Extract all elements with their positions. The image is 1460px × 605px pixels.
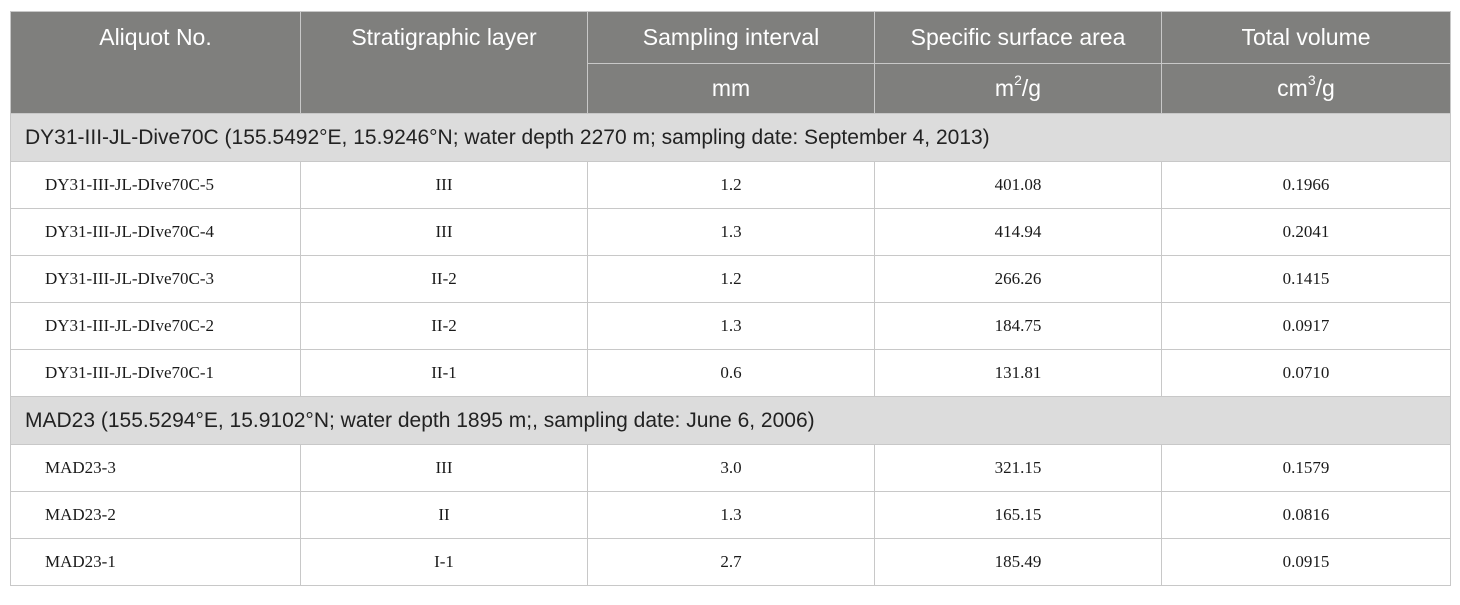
- table-row: MAD23-2 II 1.3 165.15 0.0816: [10, 491, 1451, 539]
- cell-layer: III: [300, 208, 588, 256]
- header-row-titles: Aliquot No. Stratigraphic layer Sampling…: [10, 11, 1451, 114]
- cell-interval: 1.3: [587, 302, 875, 350]
- cell-ssa: 321.15: [874, 444, 1162, 492]
- unit-total-volume: cm3/g: [1161, 63, 1451, 114]
- cell-volume: 0.0917: [1161, 302, 1451, 350]
- cell-layer: II-2: [300, 302, 588, 350]
- unit-sampling-interval: mm: [587, 63, 875, 114]
- cell-ssa: 266.26: [874, 255, 1162, 303]
- group-label: DY31-III-JL-Dive70C (155.5492°E, 15.9246…: [10, 113, 1451, 162]
- unit-ssa-tail: /g: [1021, 75, 1042, 101]
- header-row-units: mm m2/g cm3/g: [11, 63, 1451, 114]
- cell-layer: II-2: [300, 255, 588, 303]
- header-stratigraphic-layer: Stratigraphic layer: [300, 11, 588, 114]
- cell-aliquot: DY31-III-JL-DIve70C-3: [10, 255, 301, 303]
- unit-ssa-exponent: 2: [1014, 72, 1022, 89]
- table-row: DY31-III-JL-DIve70C-1 II-1 0.6 131.81 0.0710: [10, 349, 1451, 397]
- cell-aliquot: DY31-III-JL-DIve70C-5: [10, 161, 301, 209]
- cell-layer: I-1: [300, 538, 588, 586]
- cell-interval: 2.7: [587, 538, 875, 586]
- cell-interval: 1.2: [587, 255, 875, 303]
- cell-aliquot: MAD23-2: [10, 491, 301, 539]
- header-total-volume: Total volume: [1161, 11, 1451, 64]
- table-row: DY31-III-JL-DIve70C-2 II-2 1.3 184.75 0.0917: [10, 302, 1451, 350]
- cell-ssa: 131.81: [874, 349, 1162, 397]
- table-row: MAD23-3 III 3.0 321.15 0.1579: [10, 444, 1451, 492]
- group-header-row: MAD23 (155.5294°E, 15.9102°N; water dept…: [10, 396, 1451, 445]
- cell-volume: 0.1966: [1161, 161, 1451, 209]
- cell-aliquot: DY31-III-JL-DIve70C-4: [10, 208, 301, 256]
- cell-volume: 0.1415: [1161, 255, 1451, 303]
- unit-volume-tail: /g: [1315, 75, 1335, 101]
- table-header: Aliquot No. Stratigraphic layer Sampling…: [10, 11, 1451, 114]
- cell-aliquot: DY31-III-JL-DIve70C-1: [10, 349, 301, 397]
- table-row: MAD23-1 I-1 2.7 185.49 0.0915: [10, 538, 1451, 586]
- unit-specific-surface-area: m2/g: [874, 63, 1162, 114]
- cell-layer: III: [300, 161, 588, 209]
- cell-interval: 1.2: [587, 161, 875, 209]
- cell-aliquot: MAD23-1: [10, 538, 301, 586]
- header-specific-surface-area: Specific surface area: [874, 11, 1162, 64]
- cell-interval: 1.3: [587, 491, 875, 539]
- cell-layer: III: [300, 444, 588, 492]
- cell-volume: 0.0816: [1161, 491, 1451, 539]
- cell-volume: 0.1579: [1161, 444, 1451, 492]
- cell-volume: 0.0915: [1161, 538, 1451, 586]
- cell-ssa: 414.94: [874, 208, 1162, 256]
- header-aliquot: Aliquot No.: [10, 11, 301, 114]
- unit-ssa-base: m: [994, 75, 1015, 101]
- unit-volume-base: cm: [1277, 75, 1308, 101]
- table-row: DY31-III-JL-DIve70C-5 III 1.2 401.08 0.1966: [10, 161, 1451, 209]
- table-body: DY31-III-JL-Dive70C (155.5492°E, 15.9246…: [10, 113, 1451, 586]
- table-row: DY31-III-JL-DIve70C-4 III 1.3 414.94 0.2041: [10, 208, 1451, 256]
- cell-volume: 0.2041: [1161, 208, 1451, 256]
- table-row: DY31-III-JL-DIve70C-3 II-2 1.2 266.26 0.1415: [10, 255, 1451, 303]
- cell-ssa: 401.08: [874, 161, 1162, 209]
- cell-volume: 0.0710: [1161, 349, 1451, 397]
- cell-ssa: 184.75: [874, 302, 1162, 350]
- header-sampling-interval: Sampling interval: [587, 11, 875, 64]
- cell-ssa: 185.49: [874, 538, 1162, 586]
- cell-aliquot: DY31-III-JL-DIve70C-2: [10, 302, 301, 350]
- unit-volume-exponent: 3: [1307, 72, 1316, 89]
- cell-layer: II: [300, 491, 588, 539]
- cell-interval: 1.3: [587, 208, 875, 256]
- cell-aliquot: MAD23-3: [10, 444, 301, 492]
- group-label: MAD23 (155.5294°E, 15.9102°N; water dept…: [10, 396, 1451, 445]
- cell-layer: II-1: [300, 349, 588, 397]
- sample-data-table: Aliquot No. Stratigraphic layer Sampling…: [10, 11, 1451, 586]
- group-header-row: DY31-III-JL-Dive70C (155.5492°E, 15.9246…: [10, 113, 1451, 162]
- cell-ssa: 165.15: [874, 491, 1162, 539]
- cell-interval: 3.0: [587, 444, 875, 492]
- cell-interval: 0.6: [587, 349, 875, 397]
